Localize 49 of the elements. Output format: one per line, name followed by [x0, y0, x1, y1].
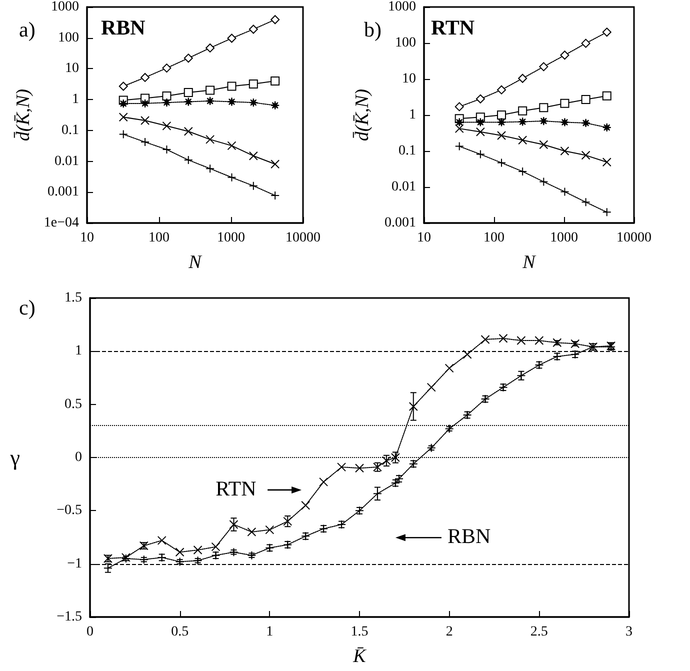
- x-tick-label: 1.5: [350, 624, 368, 640]
- y-tick-label: 10: [402, 72, 416, 86]
- x-tick-label: 100: [148, 230, 170, 246]
- x-tick-label: 3: [626, 624, 632, 640]
- y-tick-label: −0.5: [56, 503, 82, 518]
- text: b): [364, 18, 382, 42]
- y-tick-label: 100: [395, 36, 416, 50]
- text: a): [19, 18, 36, 42]
- y-tick-label: 0.5: [64, 396, 82, 412]
- y-tick-label: 1: [409, 108, 416, 122]
- y-tick-label: 0: [75, 450, 82, 465]
- legend-label: RBN: [447, 524, 491, 548]
- y-tick-label: 1000: [51, 0, 79, 14]
- y-tick-label: 0.001: [48, 184, 79, 200]
- x-axis-title: K̄: [352, 646, 368, 667]
- x-axis-title: N: [522, 252, 537, 273]
- x-tick-label: 10000: [286, 230, 320, 246]
- x-tick-label: 0: [86, 624, 94, 640]
- x-tick-label: 100: [484, 230, 504, 246]
- y-tick-label: 10: [65, 61, 79, 76]
- x-tick-label: 2.5: [530, 624, 548, 640]
- annotation: RBN: [101, 16, 146, 40]
- y-tick-label: 1.5: [64, 290, 82, 306]
- x-tick-label: 1: [266, 624, 274, 640]
- y-axis-title: d̄(K̄,N): [12, 88, 34, 142]
- x-tick-label: 10: [417, 230, 431, 246]
- x-tick-label: 10000: [616, 230, 652, 246]
- x-tick-label: 1000: [217, 230, 245, 246]
- annotation: RTN: [431, 16, 475, 40]
- y-tick-label: 100: [58, 30, 79, 46]
- y-axis-title: d̄(K̄,N): [352, 88, 373, 142]
- y-tick-label: 0.01: [54, 154, 79, 169]
- y-tick-label: −1.5: [56, 610, 82, 624]
- series-label: RTN: [216, 476, 256, 500]
- y-axis-title: γ: [9, 445, 20, 470]
- y-tick-label: −1: [67, 556, 82, 572]
- y-tick-label: 1e−04: [44, 216, 79, 230]
- x-tick-label: 2: [446, 624, 453, 640]
- chart-title: c): [19, 296, 36, 320]
- x-tick-label: 1000: [550, 230, 578, 246]
- y-tick-label: 0.01: [392, 180, 416, 194]
- x-tick-label: 0.5: [171, 624, 189, 640]
- y-tick-label: 1: [75, 344, 82, 359]
- y-tick-label: 0.1: [398, 144, 416, 158]
- y-tick-label: 1000: [388, 0, 416, 14]
- y-tick-label: 1: [72, 92, 79, 108]
- y-tick-label: 0.001: [384, 216, 416, 230]
- y-tick-label: 0.1: [62, 122, 79, 138]
- x-axis-title: N: [188, 252, 203, 273]
